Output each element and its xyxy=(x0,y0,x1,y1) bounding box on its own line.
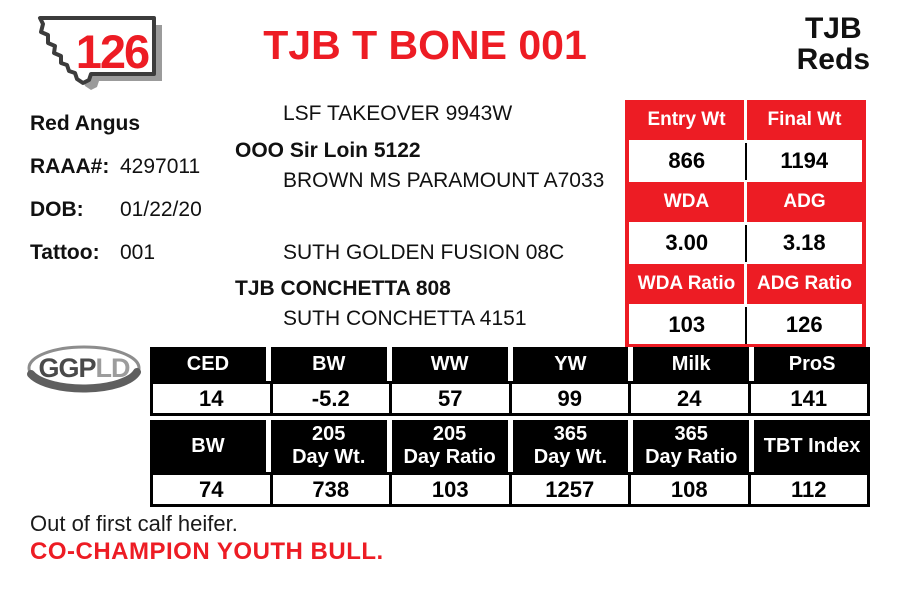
weights-header-row: Entry Wt Final Wt xyxy=(629,100,862,140)
dob-row: DOB: 01/22/20 xyxy=(30,198,202,222)
weights-header-cell: ADG Ratio xyxy=(747,264,862,304)
breed-label: Red Angus xyxy=(30,112,141,135)
epd-value-cell: 57 xyxy=(392,384,509,413)
weights-header-row: WDA Ratio ADG Ratio xyxy=(629,264,862,304)
pedigree-sire-sire: LSF TAKEOVER 9943W xyxy=(283,102,513,125)
weights-value-cell: 1194 xyxy=(746,142,862,180)
weights-value-cell: 3.18 xyxy=(746,224,862,262)
epd-header-cell: TBT Index xyxy=(754,420,870,472)
tattoo-label: Tattoo: xyxy=(30,241,100,264)
pedigree-dam-sire: SUTH GOLDEN FUSION 08C xyxy=(283,241,565,264)
epd-header-cell: Milk xyxy=(633,347,750,381)
epd-value-cell: 738 xyxy=(272,475,389,504)
brand-line-2: Reds xyxy=(796,42,870,76)
dob-value: 01/22/20 xyxy=(120,198,202,221)
registration-value: 4297011 xyxy=(120,155,201,178)
epd-value-cell: 99 xyxy=(511,384,628,413)
epd-value-cell: 24 xyxy=(631,384,748,413)
champion-note: CO-CHAMPION YOUTH BULL. xyxy=(30,538,384,565)
weights-value-cell: 126 xyxy=(746,306,862,344)
weights-header-cell: ADG xyxy=(747,182,862,222)
epd-header-cell: 365 Day Ratio xyxy=(633,420,750,472)
epd-header-cell: BW xyxy=(150,420,266,472)
epd-header-row-2: BW 205 Day Wt. 205 Day Ratio 365 Day Wt.… xyxy=(150,420,870,472)
epd-header-cell: 365 Day Wt. xyxy=(512,420,629,472)
epd-header-cell: CED xyxy=(150,347,266,381)
epd-header-cell: ProS xyxy=(754,347,870,381)
registration-row: RAAA#: 4297011 xyxy=(30,155,202,179)
ggpld-logo: GGPLD xyxy=(24,342,146,398)
dob-label: DOB: xyxy=(30,198,84,221)
pedigree-dam: TJB CONCHETTA 808 xyxy=(235,277,451,300)
ggp-text: GGP xyxy=(38,353,96,383)
pedigree-dam-dam: SUTH CONCHETTA 4151 xyxy=(283,307,527,330)
page-title: TJB T BONE 001 xyxy=(263,22,587,68)
lot-number: 126 xyxy=(75,25,150,78)
weights-header-cell: WDA Ratio xyxy=(629,264,744,304)
pedigree-sire: OOO Sir Loin 5122 xyxy=(235,139,421,162)
montana-outline-icon xyxy=(38,16,162,90)
weights-header-cell: WDA xyxy=(629,182,744,222)
epd-header-cell: 205 Day Ratio xyxy=(391,420,508,472)
epd-header-row-1: CED BW WW YW Milk ProS xyxy=(150,347,870,381)
epd-value-cell: 1257 xyxy=(511,475,628,504)
epd-value-cell: -5.2 xyxy=(272,384,389,413)
tattoo-row: Tattoo: 001 xyxy=(30,241,202,265)
epd-header-cell: YW xyxy=(512,347,629,381)
weights-header-cell: Entry Wt xyxy=(629,100,744,140)
weights-value-row: 3.00 3.18 xyxy=(629,224,862,262)
epd-header-cell: 205 Day Wt. xyxy=(270,420,387,472)
epd-value-cell: 108 xyxy=(631,475,748,504)
epd-value-cell: 14 xyxy=(153,384,270,413)
ggpld-logo-icon: GGPLD xyxy=(27,345,141,393)
epd-value-cell: 74 xyxy=(153,475,270,504)
breeder-brand: TJB Reds xyxy=(796,12,870,76)
weights-header-cell: Final Wt xyxy=(747,100,862,140)
epd-value-cell: 141 xyxy=(750,384,867,413)
epd-header-cell: BW xyxy=(270,347,387,381)
entry-badge: 126 xyxy=(26,8,168,104)
weights-table: Entry Wt Final Wt 866 1194 WDA ADG 3.00 … xyxy=(625,100,866,347)
tattoo-value: 001 xyxy=(120,241,156,264)
weights-header-row: WDA ADG xyxy=(629,182,862,222)
svg-text:GGPLD: GGPLD xyxy=(38,353,130,383)
epd-value-cell: 112 xyxy=(750,475,867,504)
animal-info: Red Angus RAAA#: 4297011 DOB: 01/22/20 Tat… xyxy=(30,112,202,284)
epd-value-cell: 103 xyxy=(392,475,509,504)
ld-text: LD xyxy=(96,353,130,383)
weights-value-cell: 103 xyxy=(629,306,745,344)
footnote: Out of first calf heifer. xyxy=(30,511,238,536)
weights-value-cell: 3.00 xyxy=(629,224,745,262)
weights-value-cell: 866 xyxy=(629,142,745,180)
weights-value-row: 103 126 xyxy=(629,306,862,344)
epd-value-row-1: 14 -5.2 57 99 24 141 xyxy=(150,381,870,416)
epd-table: CED BW WW YW Milk ProS 14 -5.2 57 99 24 … xyxy=(150,347,870,507)
registration-label: RAAA#: xyxy=(30,155,110,178)
epd-header-cell: WW xyxy=(391,347,508,381)
brand-line-1: TJB xyxy=(804,12,862,45)
weights-value-row: 866 1194 xyxy=(629,142,862,180)
epd-value-row-2: 74 738 103 1257 108 112 xyxy=(150,472,870,507)
pedigree-sire-dam: BROWN MS PARAMOUNT A7033 xyxy=(283,169,605,192)
